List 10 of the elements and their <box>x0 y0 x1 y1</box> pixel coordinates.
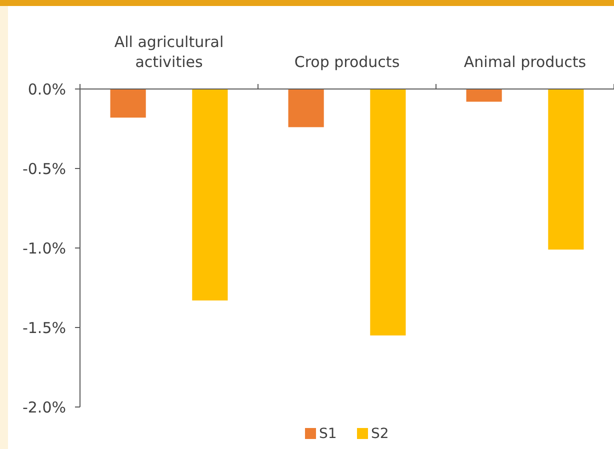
y-tick-label: 0.0% <box>28 80 66 98</box>
x-tick-label: All agricultural activities <box>114 33 224 71</box>
x-tick-label: Animal products <box>464 53 586 71</box>
y-tick-label: -1.0% <box>22 239 66 258</box>
y-tick-label: -1.5% <box>22 318 66 337</box>
y-tick-label: -0.5% <box>22 160 66 178</box>
x-tick-label: Crop products <box>294 53 400 71</box>
y-tick-label: -2.0% <box>22 398 66 416</box>
legend-label: S2 <box>371 426 389 442</box>
legend-label: S1 <box>319 426 337 442</box>
